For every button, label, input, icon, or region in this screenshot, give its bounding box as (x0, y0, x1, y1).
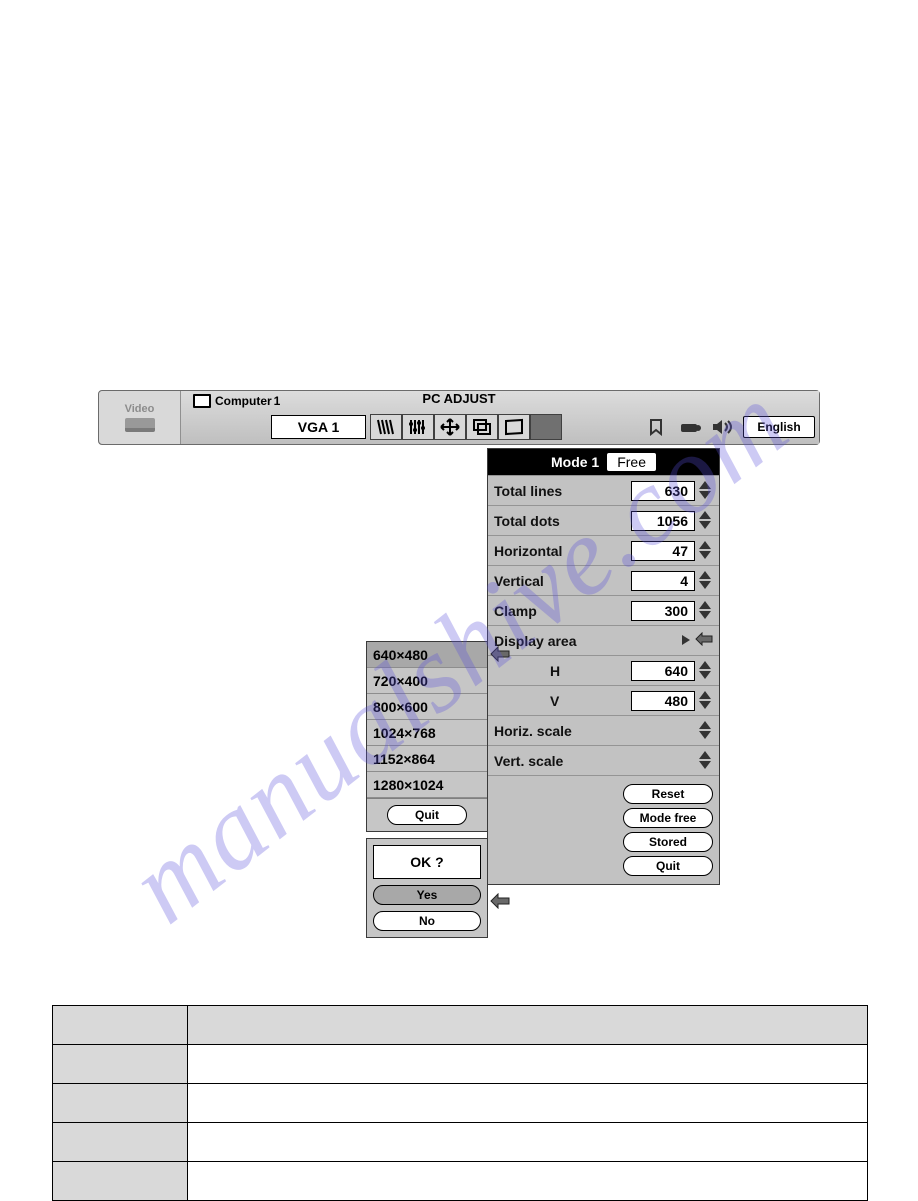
row-horiz-scale: Horiz. scale (488, 715, 719, 745)
spinner-total-lines[interactable] (697, 481, 713, 501)
label-clamp: Clamp (494, 603, 631, 619)
resolution-quit-button[interactable]: Quit (387, 805, 467, 825)
row-h: H 640 (488, 655, 719, 685)
confirm-dialog: OK ? Yes No (366, 838, 488, 938)
spinner-v[interactable] (697, 691, 713, 711)
row-vert-scale: Vert. scale (488, 745, 719, 775)
quit-button[interactable]: Quit (623, 856, 713, 876)
spinner-h[interactable] (697, 661, 713, 681)
label-vertical: Vertical (494, 573, 631, 589)
icon-group (370, 414, 562, 440)
projector-icon[interactable] (679, 418, 701, 436)
arrow-left-icon (490, 893, 510, 909)
table-row (53, 1084, 868, 1123)
label-display-area: Display area (494, 633, 681, 649)
yes-button[interactable]: Yes (373, 885, 481, 905)
triangle-right-icon (681, 633, 691, 649)
language-button[interactable]: English (743, 416, 815, 438)
spinner-horizontal[interactable] (697, 541, 713, 561)
label-total-dots: Total dots (494, 513, 631, 529)
adjust-panel: Mode 1 Free Total lines 630 Total dots 1… (487, 448, 720, 885)
label-total-lines: Total lines (494, 483, 631, 499)
resolution-item[interactable]: 1280×1024 (367, 772, 487, 798)
resolution-popup: 640×480 720×400 800×600 1024×768 1152×86… (366, 641, 488, 832)
confirm-prompt: OK ? (373, 845, 481, 879)
adjust-footer: Reset Mode free Stored Quit (488, 775, 719, 884)
table-row (53, 1162, 868, 1201)
speaker-icon[interactable] (711, 418, 733, 436)
tab-video[interactable]: Video (99, 391, 181, 444)
row-v: V 480 (488, 685, 719, 715)
spinner-horiz-scale[interactable] (697, 721, 713, 741)
video-device-icon (125, 418, 155, 432)
spinner-vertical[interactable] (697, 571, 713, 591)
separator-icon (530, 414, 562, 440)
row-clamp: Clamp 300 (488, 595, 719, 625)
table-row (53, 1045, 868, 1084)
resolution-item[interactable]: 1024×768 (367, 720, 487, 746)
right-icons: English (647, 416, 815, 438)
row-vertical: Vertical 4 (488, 565, 719, 595)
move-icon[interactable] (434, 414, 466, 440)
spinner-clamp[interactable] (697, 601, 713, 621)
screen-icon[interactable] (498, 414, 530, 440)
no-button[interactable]: No (373, 911, 481, 931)
arrow-left-icon (695, 632, 713, 649)
table-row (53, 1123, 868, 1162)
tab-computer-label: Computer (215, 394, 272, 408)
row-horizontal: Horizontal 47 (488, 535, 719, 565)
value-horizontal: 47 (631, 541, 695, 561)
page-title: PC ADJUST (422, 391, 495, 406)
label-vert-scale: Vert. scale (494, 753, 695, 769)
sliders-icon[interactable] (402, 414, 434, 440)
bookmark-icon[interactable] (647, 418, 669, 436)
mode-label: Mode 1 (551, 454, 599, 470)
laptop-icon (193, 394, 211, 408)
spinner-total-dots[interactable] (697, 511, 713, 531)
resolution-item[interactable]: 720×400 (367, 668, 487, 694)
vga-mode-display[interactable]: VGA 1 (271, 415, 366, 439)
label-horiz-scale: Horiz. scale (494, 723, 695, 739)
value-v: 480 (631, 691, 695, 711)
stored-button[interactable]: Stored (623, 832, 713, 852)
row-display-area[interactable]: Display area (488, 625, 719, 655)
label-h: H (494, 663, 631, 679)
value-total-lines: 630 (631, 481, 695, 501)
value-clamp: 300 (631, 601, 695, 621)
resolution-item[interactable]: 640×480 (367, 642, 487, 668)
value-h: 640 (631, 661, 695, 681)
mode-status-badge: Free (607, 453, 656, 471)
label-v: V (494, 693, 631, 709)
row-total-dots: Total dots 1056 (488, 505, 719, 535)
bottom-table (52, 1005, 868, 1201)
waves-icon[interactable] (370, 414, 402, 440)
row-total-lines: Total lines 630 (488, 475, 719, 505)
table-row (53, 1006, 868, 1045)
tab-computer-index: 1 (274, 394, 281, 408)
tab-computer: Computer 1 PC ADJUST VGA 1 (181, 391, 819, 444)
tab-video-label: Video (125, 403, 155, 415)
menubar: Video Computer 1 PC ADJUST VGA 1 (98, 390, 820, 445)
adjust-titlebar: Mode 1 Free (488, 449, 719, 475)
arrow-left-icon (490, 646, 510, 662)
resolution-item[interactable]: 800×600 (367, 694, 487, 720)
mode-free-button[interactable]: Mode free (623, 808, 713, 828)
spinner-vert-scale[interactable] (697, 751, 713, 771)
value-vertical: 4 (631, 571, 695, 591)
windows-icon[interactable] (466, 414, 498, 440)
value-total-dots: 1056 (631, 511, 695, 531)
resolution-item[interactable]: 1152×864 (367, 746, 487, 772)
label-horizontal: Horizontal (494, 543, 631, 559)
reset-button[interactable]: Reset (623, 784, 713, 804)
